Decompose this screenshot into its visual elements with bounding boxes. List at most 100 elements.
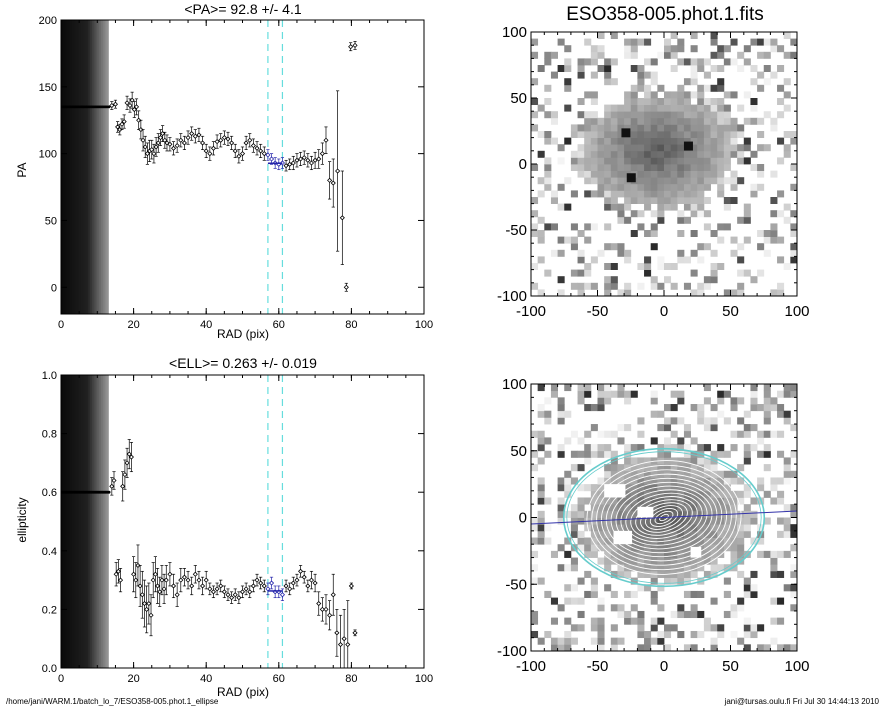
image-pixel: [737, 597, 745, 605]
image-pixel: [590, 150, 598, 158]
image-pixel: [537, 437, 545, 445]
image-pixel: [650, 597, 658, 605]
image-pixel: [717, 170, 725, 178]
y-tick-label: 0.8: [42, 429, 57, 441]
pa-xlabel: RAD (pix): [217, 327, 269, 341]
image-pixel: [584, 384, 592, 392]
image-pixel: [690, 490, 698, 498]
image-pixel: [617, 170, 625, 178]
image-pixel: [690, 537, 698, 545]
image-pixel: [690, 144, 698, 152]
image-pixel: [577, 65, 585, 72]
image-pixel: [703, 197, 711, 204]
image-pixel: [570, 282, 578, 290]
image-pixel: [677, 444, 685, 452]
image-pixel: [750, 624, 758, 632]
image-pixel: [644, 177, 652, 185]
image-pixel: [597, 490, 605, 498]
image-pixel: [644, 190, 652, 198]
image-pixel: [637, 38, 645, 46]
image-pixel: [670, 557, 678, 565]
image-pixel: [584, 450, 592, 458]
grayscale-band-strip: [102, 375, 106, 668]
image-pixel: [703, 282, 711, 290]
image-pixel: [570, 236, 578, 244]
image-pixel: [777, 617, 785, 625]
image-pixel: [770, 550, 778, 558]
data-point: [167, 141, 173, 147]
image-pixel: [683, 216, 691, 224]
image-pixel: [790, 424, 797, 432]
image-pixel: [584, 137, 592, 145]
data-point: [268, 580, 275, 586]
image-pixel: [531, 164, 539, 171]
image-pixel: [683, 550, 691, 558]
grayscale-band-strip: [91, 375, 95, 668]
image-pixel: [683, 564, 691, 572]
image-pixel: [783, 550, 791, 558]
data-point: [185, 577, 191, 583]
image-pixel: [630, 157, 638, 165]
image-pixel: [750, 510, 758, 518]
grayscale-band-strip: [91, 20, 95, 314]
image-pixel: [777, 450, 785, 458]
image-pixel: [723, 390, 731, 398]
image-pixel: [783, 91, 791, 99]
image-pixel: [717, 497, 725, 505]
image-pixel: [584, 550, 592, 558]
image-pixel: [644, 550, 652, 558]
image-pixel: [717, 177, 725, 185]
image-pixel: [730, 430, 738, 438]
image-pixel: [544, 137, 552, 145]
image-pixel: [703, 210, 711, 218]
image-pixel: [723, 150, 731, 158]
image-pixel: [677, 517, 685, 525]
image-pixel: [750, 104, 758, 112]
image-pixel: [770, 637, 778, 645]
image-pixel: [604, 223, 612, 231]
data-point: [207, 151, 213, 157]
data-point: [153, 144, 159, 150]
image-pixel: [597, 249, 605, 257]
image-pixel: [710, 490, 718, 498]
image-pixel: [650, 504, 658, 512]
image-pixel: [757, 38, 765, 46]
image-pixel: [544, 84, 552, 92]
image-pixel: [670, 131, 678, 138]
image-pixel: [677, 45, 685, 53]
data-point: [232, 148, 238, 154]
image-pixel: [604, 390, 612, 398]
image-pixel: [770, 210, 778, 218]
image-pixel: [710, 404, 718, 412]
data-point: [221, 589, 227, 595]
image-pixel: [584, 544, 592, 552]
image-pixel: [630, 183, 638, 191]
image-pixel: [630, 84, 638, 92]
image-pixel: [710, 65, 718, 72]
image-pixel: [670, 157, 678, 165]
image-pixel: [590, 524, 598, 532]
image-pixel: [657, 177, 665, 185]
image-pixel: [610, 464, 618, 472]
image-pixel: [710, 510, 718, 518]
grayscale-band-strip: [97, 20, 100, 314]
image-pixel: [544, 157, 552, 165]
image-pixel: [590, 617, 598, 625]
image-pixel: [777, 490, 785, 498]
image-pixel: [604, 584, 612, 592]
y-tick-label: 0.4: [42, 546, 57, 558]
image-pixel: [677, 544, 685, 552]
image-pixel: [770, 404, 778, 412]
image-pixel: [624, 570, 632, 578]
data-point: [167, 571, 173, 577]
image-pixel: [723, 177, 731, 185]
image-pixel: [677, 104, 685, 112]
image-pixel: [650, 477, 658, 485]
image-pixel: [531, 550, 539, 558]
image-pixel: [730, 249, 738, 257]
image-pixel: [630, 164, 638, 171]
image-pixel: [624, 544, 632, 552]
image-pixel: [710, 51, 718, 59]
image-pixel: [604, 65, 612, 72]
